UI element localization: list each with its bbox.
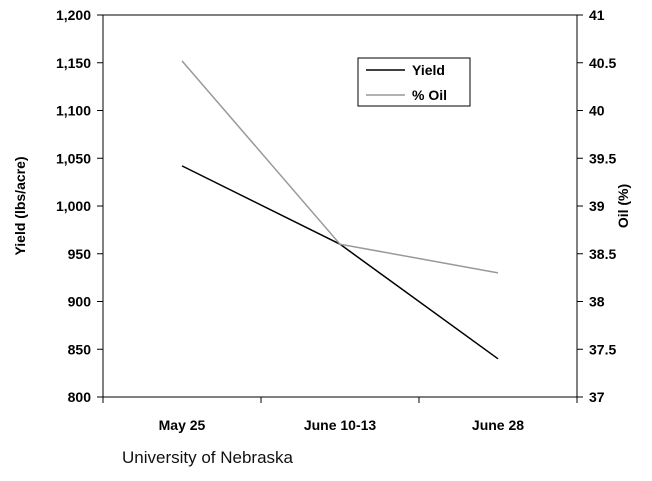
- legend: Yield % Oil: [357, 57, 471, 107]
- right-tick-label: 38.5: [589, 246, 616, 262]
- left-tick-label: 1,100: [56, 103, 91, 119]
- series-line-oil: [181, 60, 499, 274]
- left-tick-label: 1,000: [56, 198, 91, 214]
- legend-box: [357, 57, 471, 107]
- left-tick-label: 950: [68, 246, 92, 262]
- left-tick-label: 800: [68, 389, 92, 405]
- right-tick-label: 37: [589, 389, 605, 405]
- left-axis-title: Yield (lbs/acre): [12, 156, 28, 255]
- x-tick-label: May 25: [159, 417, 206, 433]
- legend-label-yield: Yield: [412, 62, 445, 78]
- x-tick-label: June 28: [472, 417, 524, 433]
- right-tick-label: 39: [589, 198, 605, 214]
- legend-label-oil: % Oil: [412, 87, 447, 103]
- right-tick-label: 38: [589, 294, 605, 310]
- right-tick-label: 40.5: [589, 55, 616, 71]
- right-tick-label: 40: [589, 103, 605, 119]
- right-y-axis: 37 37.5 38 38.5 39 39.5 40 40.5 41: [577, 7, 616, 405]
- series-line-yield: [181, 165, 499, 360]
- source-note: University of Nebraska: [122, 448, 294, 467]
- left-tick-label: 850: [68, 341, 92, 357]
- right-tick-label: 39.5: [589, 150, 616, 166]
- right-tick-label: 41: [589, 7, 605, 23]
- left-tick-label: 1,150: [56, 55, 91, 71]
- left-tick-label: 1,050: [56, 150, 91, 166]
- x-tick-label: June 10-13: [304, 417, 377, 433]
- plot-area-frame: [102, 14, 578, 398]
- x-axis: May 25 June 10-13 June 28: [102, 397, 578, 433]
- left-y-axis: 800 850 900 950 1,000 1,050 1,100 1,150 1,200: [56, 7, 103, 405]
- series-layer: [181, 60, 499, 360]
- right-tick-label: 37.5: [589, 341, 616, 357]
- left-tick-label: 1,200: [56, 7, 91, 23]
- left-tick-label: 900: [68, 294, 92, 310]
- right-axis-title: Oil (%): [615, 184, 631, 228]
